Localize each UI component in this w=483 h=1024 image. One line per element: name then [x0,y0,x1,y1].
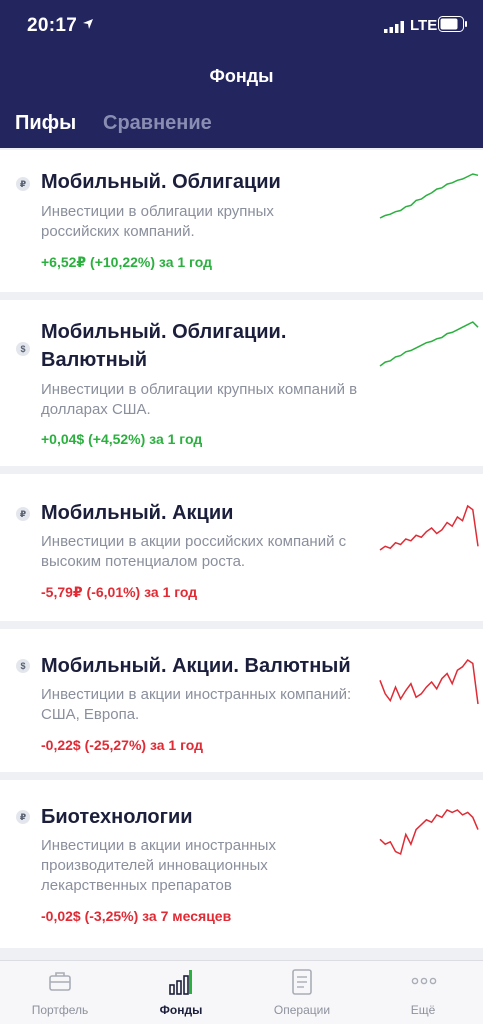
fund-result: +6,52₽ (+10,22%) за 1 год [41,254,212,270]
fund-title: Мобильный. Акции. Валютный [41,655,351,677]
sparkline-line [379,173,479,219]
fund-title: Мобильный. Облигации. Валютный [41,321,287,371]
network-type: LTE [410,17,438,34]
fund-card[interactable]: ₽ Биотехнологии Инвестиции в акции иност… [0,780,483,948]
bar-chart-icon [169,970,192,995]
header: 20:17 LTE Фонды Пифы Сравнение [0,0,483,148]
fund-description: Инвестиции в облигации крупных компаний … [41,381,358,418]
dollar-icon: $ [16,659,30,673]
signal-icon [384,20,406,38]
nav-more[interactable]: Ещё [363,961,483,1024]
document-icon [292,969,312,995]
fund-result: -5,79₽ (-6,01%) за 1 год [41,584,198,600]
nav-portfolio-label: Портфель [31,1003,89,1017]
ruble-icon: ₽ [16,507,30,521]
tab-bar: Пифы Сравнение [0,112,483,142]
nav-operations[interactable]: Операции [242,961,362,1024]
status-bar: 20:17 LTE [0,0,483,54]
fund-description: Инвестиции в облигации крупных российски… [41,203,274,240]
fund-result: +0,04$ (+4,52%) за 1 год [41,431,203,447]
briefcase-icon [49,972,71,991]
status-time: 20:17 [27,15,78,36]
nav-operations-label: Операции [273,1003,331,1017]
tab-pify[interactable]: Пифы [15,112,77,134]
fund-card[interactable]: $ Мобильный. Облигации. Валютный Инвести… [0,300,483,466]
fund-title: Биотехнологии [41,806,193,828]
fund-card[interactable]: ₽ Мобильный. Акции Инвестиции в акции ро… [0,474,483,621]
ruble-icon: ₽ [16,810,30,824]
sparkline-line [379,321,479,367]
more-dots-icon [411,977,437,985]
fund-description: Инвестиции в акции иностранных производи… [41,837,276,894]
tab-comparison[interactable]: Сравнение [103,112,212,134]
sparkline-line [379,504,479,551]
fund-title: Мобильный. Облигации [41,171,281,193]
fund-sparkline [379,504,479,551]
nav-more-label: Ещё [410,1003,436,1017]
fund-title: Мобильный. Акции [41,502,234,524]
nav-funds[interactable]: Фонды [121,961,241,1024]
fund-card[interactable]: $ Мобильный. Акции. Валютный Инвестиции … [0,629,483,772]
nav-funds-label: Фонды [159,1003,203,1017]
nav-portfolio[interactable]: Портфель [0,961,120,1024]
fund-card[interactable]: ₽ Мобильный. Облигации Инвестиции в обли… [0,150,483,292]
fund-result: -0,02$ (-3,25%) за 7 месяцев [41,908,232,924]
fund-description: Инвестиции в акции иностранных компаний:… [41,686,352,723]
fund-description: Инвестиции в акции российских компаний с… [41,533,347,570]
dollar-icon: $ [16,342,30,356]
fund-sparkline [379,173,479,219]
page-title: Фонды [209,66,274,86]
sparkline-line [379,658,479,705]
bottom-nav: Портфель Фонды Операции Ещё [0,960,483,1024]
fund-result: -0,22$ (-25,27%) за 1 год [41,737,203,753]
battery-icon [438,16,468,37]
sparkline-line [379,809,479,856]
fund-sparkline [379,809,479,856]
location-arrow-icon [82,17,94,35]
ruble-icon: ₽ [16,177,30,191]
fund-sparkline [379,658,479,705]
fund-sparkline [379,321,479,367]
